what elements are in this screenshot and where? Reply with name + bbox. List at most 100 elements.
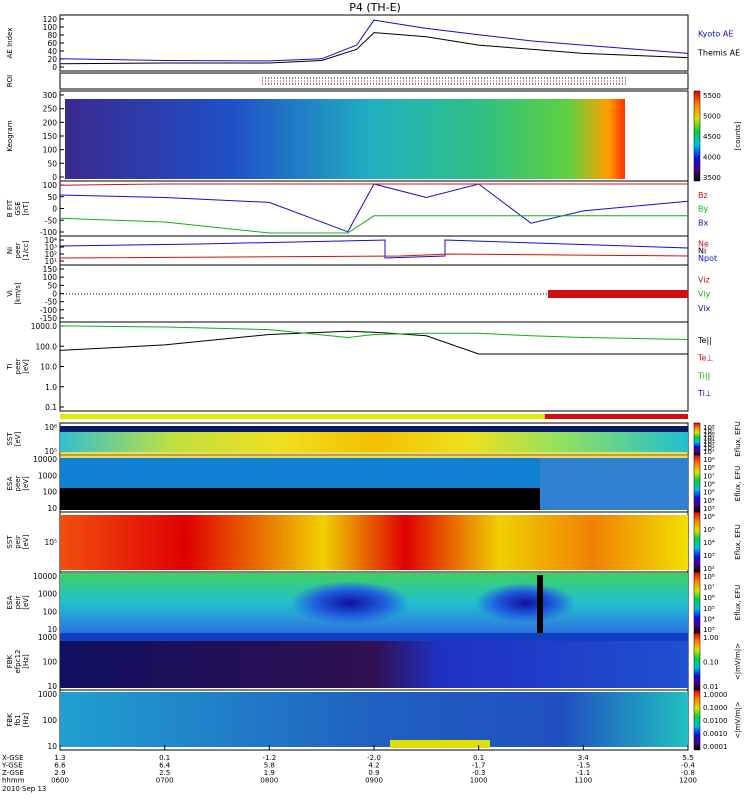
colorbar-label-cb_esa_e: Eflux, EFU (734, 466, 742, 501)
footer-row-label: hhmm (2, 777, 25, 785)
panel-ylabel-fbk_b: [Hz] (22, 713, 30, 728)
colorbar-tick-cb_sst_e: 10⁷ (703, 427, 715, 435)
series-themisae (59, 32, 689, 65)
legend-ti: Te|| (697, 336, 712, 345)
panel-ylabel-sst_e: SST (6, 432, 14, 446)
panel-tick-ae: 100 (43, 23, 58, 32)
panel-tick-sst_e: 10⁶ (44, 423, 57, 432)
panel-tick-fbk_b: 100 (43, 716, 58, 725)
panel-tick-ae: 20 (47, 55, 57, 64)
panel-tick-keogram: 0 (52, 173, 57, 182)
colorbar-tick-cb_fbk_e: 0.10 (703, 659, 719, 667)
panel-tick-keogram: 100 (43, 146, 58, 155)
series-ne (59, 253, 689, 259)
colorbar-tick-cb_esa_i: 10⁴ (703, 615, 715, 623)
footer-value: 0.1 (473, 754, 484, 762)
panel-ylabel-fbk_e: FBK (6, 654, 14, 668)
panel-ylabel-fbk_e: efpc12 (14, 650, 22, 674)
panel-tick-esa_i: 10 (47, 625, 57, 634)
panel-tick-ti: 1.0 (45, 383, 57, 392)
footer-value: -1.7 (472, 762, 486, 770)
panel-frame-ti (59, 321, 689, 412)
colorbar-tick-cb_fbk_b: 0.0010 (703, 730, 728, 738)
panel-ylabel-fbk_b: fb1 (14, 714, 22, 725)
colorbar-tick-cb_esa_i: 10⁵ (703, 605, 715, 613)
colorbar-tick-cb_esa_e: 10⁶ (703, 481, 715, 489)
panel-ylabel-bfit: B FIT (6, 199, 14, 217)
panel-tick-sst_e: 10⁵ (44, 447, 57, 456)
colorbar-tick-cb_keo: 5000 (703, 113, 721, 121)
panel-tick-bfit: 50 (47, 193, 57, 202)
panel-tick-ae: 60 (47, 39, 57, 48)
footer-row-label: Y-GSE (1, 762, 23, 770)
footer-value: -1.5 (576, 762, 590, 770)
legend-vi: Viz (698, 275, 710, 284)
footer-value: -2.0 (367, 754, 381, 762)
colorbar-tick-cb_sst_e: 10⁸ (703, 424, 715, 432)
panel-ylabel-roi: ROI (6, 75, 14, 87)
keogram-image (65, 99, 625, 179)
footer-value: 0.1 (159, 754, 170, 762)
colorbar-tick-cb_keo: 5500 (703, 92, 721, 100)
panel-ylabel-esa_i: peir (14, 596, 22, 610)
panel-ylabel-fbk_e: [Hz] (22, 654, 30, 669)
colorbar-tick-cb_fbk_e: 1.00 (703, 634, 719, 642)
panel-tick-bfit: 0 (52, 205, 57, 214)
panel-tick-ni: 10³ (44, 243, 57, 252)
panel-tick-vi: 50 (47, 281, 57, 290)
panel-ylabel-sst_i: SST (6, 535, 14, 549)
colorbar-tick-cb_esa_e: 10⁷ (703, 472, 715, 480)
colorbar-cb_fbk_b (693, 689, 701, 751)
line-series-group (59, 19, 689, 355)
panel-ylabel-sst_i: [eV] (22, 534, 30, 549)
colorbar-label-cb_sst_e: Eflux, EFU (734, 421, 742, 456)
panel-tick-vi: -150 (40, 314, 57, 323)
panel-tick-ae: 120 (43, 15, 58, 24)
colorbar-tick-cb_sst_e: 10⁵ (703, 434, 715, 442)
panel-ylabel-vi: [km/s] (14, 282, 22, 305)
plot-title: P4 (TH-E) (349, 1, 401, 14)
footer-value: 1000 (470, 777, 488, 785)
panel-tick-ni: 10² (44, 250, 57, 259)
panel-tick-bfit: -100 (40, 228, 57, 237)
panel-tick-vi: 100 (43, 273, 58, 282)
colorbar-tick-cb_sst_e: 10¹ (703, 448, 715, 456)
footer-value: 1.3 (54, 754, 65, 762)
footer-value: 6.6 (54, 762, 66, 770)
panel-ylabel-esa_e: peer (14, 475, 22, 491)
panel-tick-fbk_e: 1000 (38, 633, 57, 642)
colorbar-cb_esa_e (693, 454, 701, 513)
panel-tick-keogram: 50 (47, 159, 57, 168)
colorbar-label-cb_keo: [counts] (734, 121, 742, 150)
footer-value: -1.1 (576, 769, 590, 777)
colorbar-tick-cb_esa_i: 10³ (703, 626, 715, 634)
colorbar-tick-cb_sst_e: 10⁶ (703, 431, 715, 439)
panel-tick-keogram: 300 (43, 91, 58, 100)
colorbar-tick-cb_esa_e: 10³ (703, 505, 715, 513)
panel-tick-esa_i: 100 (43, 607, 58, 616)
colorbar-tick-cb_fbk_b: 0.0001 (703, 743, 728, 751)
fbk-efield-spectrogram (60, 633, 688, 688)
colorbar-tick-cb_esa_e: 10⁹ (703, 456, 715, 464)
legend-bfit: By (698, 205, 708, 214)
series-ti (59, 325, 689, 340)
panel-ylabel-esa_e: [eV] (22, 476, 30, 491)
series-bx (59, 183, 689, 233)
colorbar-tick-cb_esa_e: 10⁴ (703, 497, 715, 505)
panel-tick-bfit: 100 (43, 181, 58, 190)
fbk-bfield-spectrogram (60, 692, 688, 748)
panel-tick-ae: 40 (47, 47, 57, 56)
panel-tick-sst_i: 10⁵ (44, 538, 57, 547)
legend-ti: Ti⊥ (697, 389, 712, 398)
legend-ti: Te⊥ (697, 354, 713, 363)
legend-bfit: Bz (698, 191, 708, 200)
footer-value: 0.9 (368, 769, 379, 777)
panel-tick-esa_e: 10 (47, 504, 57, 513)
footer-value: -0.8 (681, 769, 695, 777)
footer-value: 0800 (260, 777, 278, 785)
colorbar-tick-cb_esa_i: 10⁸ (703, 573, 715, 581)
panel-tick-esa_e: 10000 (33, 455, 57, 464)
footer-date: 2010 Sep 13 (2, 785, 46, 793)
series-npot (59, 239, 689, 259)
